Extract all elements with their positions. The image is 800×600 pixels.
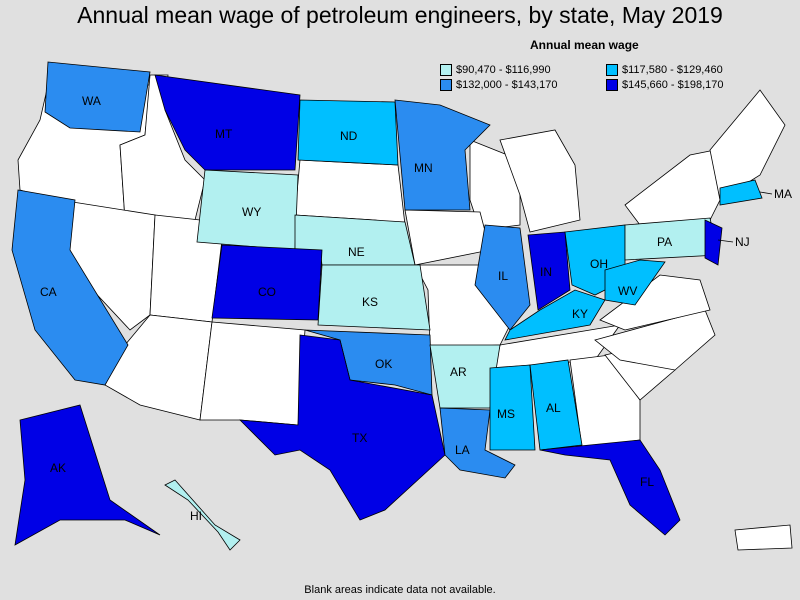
- state-label: NE: [348, 245, 365, 259]
- footnote: Blank areas indicate data not available.: [304, 584, 496, 596]
- state-az: [104, 314, 213, 421]
- state-label: OK: [375, 357, 392, 371]
- state-hi: [164, 479, 241, 551]
- state-label: OH: [590, 257, 608, 271]
- state-nj: [704, 219, 723, 266]
- legend-label: $132,000 - $143,170: [456, 79, 558, 91]
- legend-item-tier-4: $145,660 - $198,170: [606, 79, 724, 91]
- state-mn: [394, 99, 491, 211]
- colored-states: [11, 61, 763, 551]
- state-wv: [604, 259, 666, 306]
- state-co: [211, 244, 323, 321]
- legend-swatch: [606, 79, 618, 91]
- state-label: HI: [190, 509, 202, 523]
- leader-line-ma: [759, 191, 773, 195]
- legend-swatch: [440, 79, 452, 91]
- legend-item-tier-3: $132,000 - $143,170: [440, 79, 558, 91]
- state-ma: [719, 179, 763, 206]
- state-ca: [11, 189, 129, 386]
- legend-label: $90,470 - $116,990: [456, 64, 551, 76]
- state-ny: [624, 149, 721, 226]
- state-wa: [44, 61, 151, 133]
- state-label: MS: [497, 407, 515, 421]
- state-ms: [489, 364, 536, 451]
- legend-label: $145,660 - $198,170: [622, 79, 724, 91]
- state-label: AR: [450, 365, 467, 379]
- state-label: AL: [546, 401, 561, 415]
- state-label: TX: [352, 431, 367, 445]
- state-la: [439, 407, 516, 479]
- legend-item-tier-1: $90,470 - $116,990: [440, 64, 551, 76]
- state-ia: [404, 209, 491, 266]
- state-pr: [734, 524, 793, 551]
- state-label: MA: [774, 187, 792, 201]
- state-ks: [317, 264, 431, 331]
- state-labels: WA MT ND MN WY NE CA CO KS IL IN OH PA N…: [40, 94, 792, 523]
- state-label: LA: [455, 443, 470, 457]
- blank-states: [17, 74, 793, 551]
- state-label: NJ: [735, 235, 750, 249]
- state-al: [529, 359, 583, 451]
- state-fl: [539, 439, 681, 536]
- state-label: MN: [414, 161, 433, 175]
- legend-title: Annual mean wage: [530, 38, 639, 52]
- state-label: KS: [362, 295, 378, 309]
- state-label: CO: [258, 285, 276, 299]
- state-il: [474, 224, 531, 331]
- legend-swatch: [440, 64, 452, 76]
- state-label: WA: [82, 94, 101, 108]
- state-in: [527, 231, 571, 311]
- state-mi: [499, 129, 581, 233]
- state-label: KY: [572, 307, 588, 321]
- state-label: FL: [640, 475, 654, 489]
- state-tx: [238, 334, 446, 521]
- state-ak: [14, 404, 161, 546]
- state-label: MT: [215, 127, 233, 141]
- legend-item-tier-2: $117,580 - $129,460: [606, 64, 723, 76]
- state-label: IN: [540, 265, 552, 279]
- map-title: Annual mean wage of petroleum engineers,…: [77, 2, 723, 28]
- state-label: WY: [242, 205, 261, 219]
- state-label: PA: [657, 235, 672, 249]
- legend-label: $117,580 - $129,460: [622, 64, 723, 76]
- state-label: CA: [40, 285, 57, 299]
- legend-swatch: [606, 64, 618, 76]
- leader-lines: [717, 191, 773, 243]
- state-label: WV: [618, 284, 637, 298]
- state-ne-states: [709, 89, 786, 201]
- state-label: ND: [340, 129, 358, 143]
- leader-line-nj: [717, 239, 734, 243]
- state-label: AK: [50, 461, 66, 475]
- state-label: IL: [498, 269, 508, 283]
- state-nd: [297, 99, 399, 166]
- state-nm: [199, 321, 306, 426]
- state-sd: [294, 159, 406, 226]
